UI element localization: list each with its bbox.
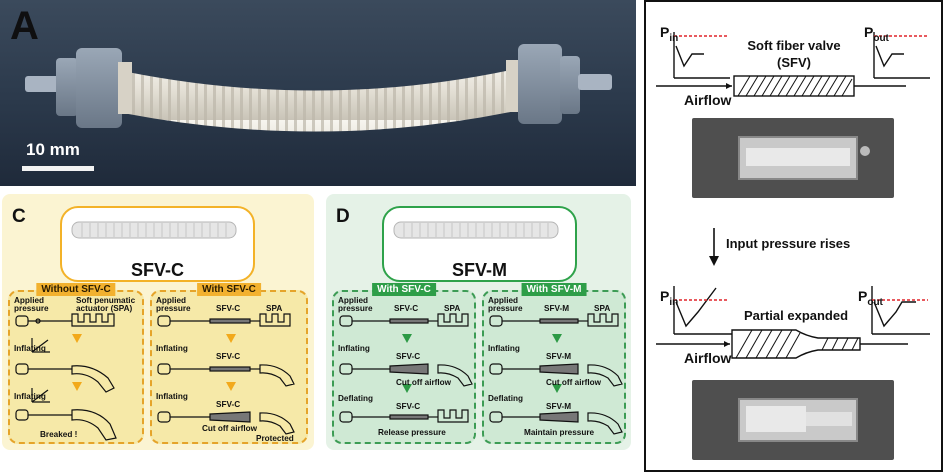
valve-label: SFV-M	[544, 304, 570, 313]
sfv-working-principle-panel: Pin Pout Soft fiber valve (SFV) Airflow …	[644, 0, 943, 472]
sfv-c-title: SFV-C	[130, 260, 184, 280]
applied-label: Applied	[156, 296, 187, 305]
sfv-name-line2: (SFV)	[777, 55, 811, 70]
release-pressure-label: Release pressure	[378, 428, 446, 437]
panel-c-letter: C	[12, 206, 26, 227]
photo-panel-a: A 10 mm	[0, 0, 636, 186]
panel-a-letter: A	[10, 4, 39, 48]
scale-bar-label: 10 mm	[26, 140, 80, 159]
valve-label: SFV-C	[394, 304, 419, 313]
breaked-label: Breaked !	[40, 430, 78, 439]
step-arrow	[72, 382, 82, 391]
p-in-label: Pin	[660, 24, 679, 44]
spa-label-line2: actuator (SPA)	[76, 304, 133, 313]
pressure-label: pressure	[338, 304, 373, 313]
step-arrow	[552, 334, 562, 343]
step-arrow	[402, 334, 412, 343]
without-sfv-c-column: Without SFV-C Applied pressure Soft penu…	[8, 283, 144, 444]
airflow-label: Airflow	[684, 350, 732, 366]
sfv-m-title: SFV-M	[451, 260, 507, 280]
cut-off-airflow-label: Cut off airflow	[396, 378, 452, 387]
protected-label: Protected	[256, 434, 294, 443]
spa-label-line1: Soft penumatic	[76, 296, 136, 305]
partial-expanded-label: Partial expanded	[744, 308, 849, 323]
sfv-m-device-box: SFV-M	[382, 206, 577, 282]
valve-label: SFV-C	[216, 400, 241, 409]
deflating-label: Deflating	[338, 394, 374, 403]
sfv-m-tube-icon	[393, 221, 559, 239]
deflating-label: Deflating	[488, 394, 524, 403]
step-arrow	[552, 384, 562, 393]
without-sfv-c-schematic	[15, 313, 117, 441]
valve-label: SFV-C	[216, 304, 241, 313]
without-sfv-c-header: Without SFV-C	[36, 283, 116, 296]
sfv-photo-top	[692, 118, 894, 198]
with-sfv-m-header: With SFV-M	[521, 283, 587, 296]
sfv-c-device-box: SFV-C	[60, 206, 255, 282]
inflating-label: Inflating	[14, 344, 46, 353]
panel-d: D SFV-M With SFV-C Applied pressure SFV-…	[326, 194, 631, 450]
with-sfv-c-column: With SFV-C Applied pressure SFV-C SPA In…	[332, 283, 476, 444]
inflating-label: Inflating	[14, 392, 46, 401]
inflating-label: Inflating	[156, 344, 188, 353]
valve-label: SFV-C	[216, 352, 241, 361]
sfv-m-cycle-schematic	[489, 313, 623, 435]
applied-label: Applied	[488, 296, 519, 305]
sfv-c-cycle-schematic	[339, 313, 473, 423]
spa-label: SPA	[594, 304, 611, 313]
sfv-principle-graphics	[656, 32, 930, 359]
panel-c: C SFV-C Without SFV-C Applied pressure S…	[2, 194, 314, 450]
cut-off-airflow-label: Cut off airflow	[202, 424, 258, 433]
panel-d-letter: D	[336, 206, 350, 227]
valve-label: SFV-M	[546, 402, 572, 411]
airflow-label: Airflow	[684, 92, 732, 108]
pressure-label: pressure	[156, 304, 191, 313]
step-arrow	[402, 384, 412, 393]
inflating-label: Inflating	[156, 392, 188, 401]
p-in-label: Pin	[660, 288, 679, 308]
spa-label: SPA	[444, 304, 461, 313]
with-sfv-c-header: With SFV-C	[372, 283, 436, 296]
spa-label: SPA	[266, 304, 283, 313]
valve-label: SFV-C	[396, 402, 421, 411]
valve-label: SFV-M	[546, 352, 572, 361]
p-out-label: Pout	[864, 24, 889, 44]
scale-bar	[22, 166, 94, 171]
inflating-label: Inflating	[338, 344, 370, 353]
pressure-label: pressure	[14, 304, 49, 313]
maintain-pressure-label: Maintain pressure	[524, 428, 595, 437]
input-pressure-rises-label: Input pressure rises	[726, 236, 851, 251]
sfv-c-tube-icon	[71, 221, 237, 239]
pressure-label: pressure	[488, 304, 523, 313]
applied-label: Applied	[14, 296, 45, 305]
sfv-photo-bottom	[692, 380, 894, 460]
sfv-name-line1: Soft fiber valve	[747, 38, 841, 53]
applied-label: Applied	[338, 296, 369, 305]
with-sfv-c-header: With SFV-C	[197, 283, 261, 296]
inflating-label: Inflating	[488, 344, 520, 353]
with-sfv-c-schematic	[157, 313, 295, 435]
step-arrow	[226, 334, 236, 343]
cut-off-airflow-label: Cut off airflow	[546, 378, 602, 387]
with-sfv-c-column: With SFV-C Applied pressure SFV-C SPA In…	[150, 283, 308, 444]
p-out-label: Pout	[858, 288, 883, 308]
with-sfv-m-column: With SFV-M Applied pressure SFV-M SPA In…	[482, 283, 626, 444]
valve-label: SFV-C	[396, 352, 421, 361]
tube-photo-illustration	[25, 44, 612, 132]
step-arrow	[72, 334, 82, 343]
step-arrow	[226, 382, 236, 391]
